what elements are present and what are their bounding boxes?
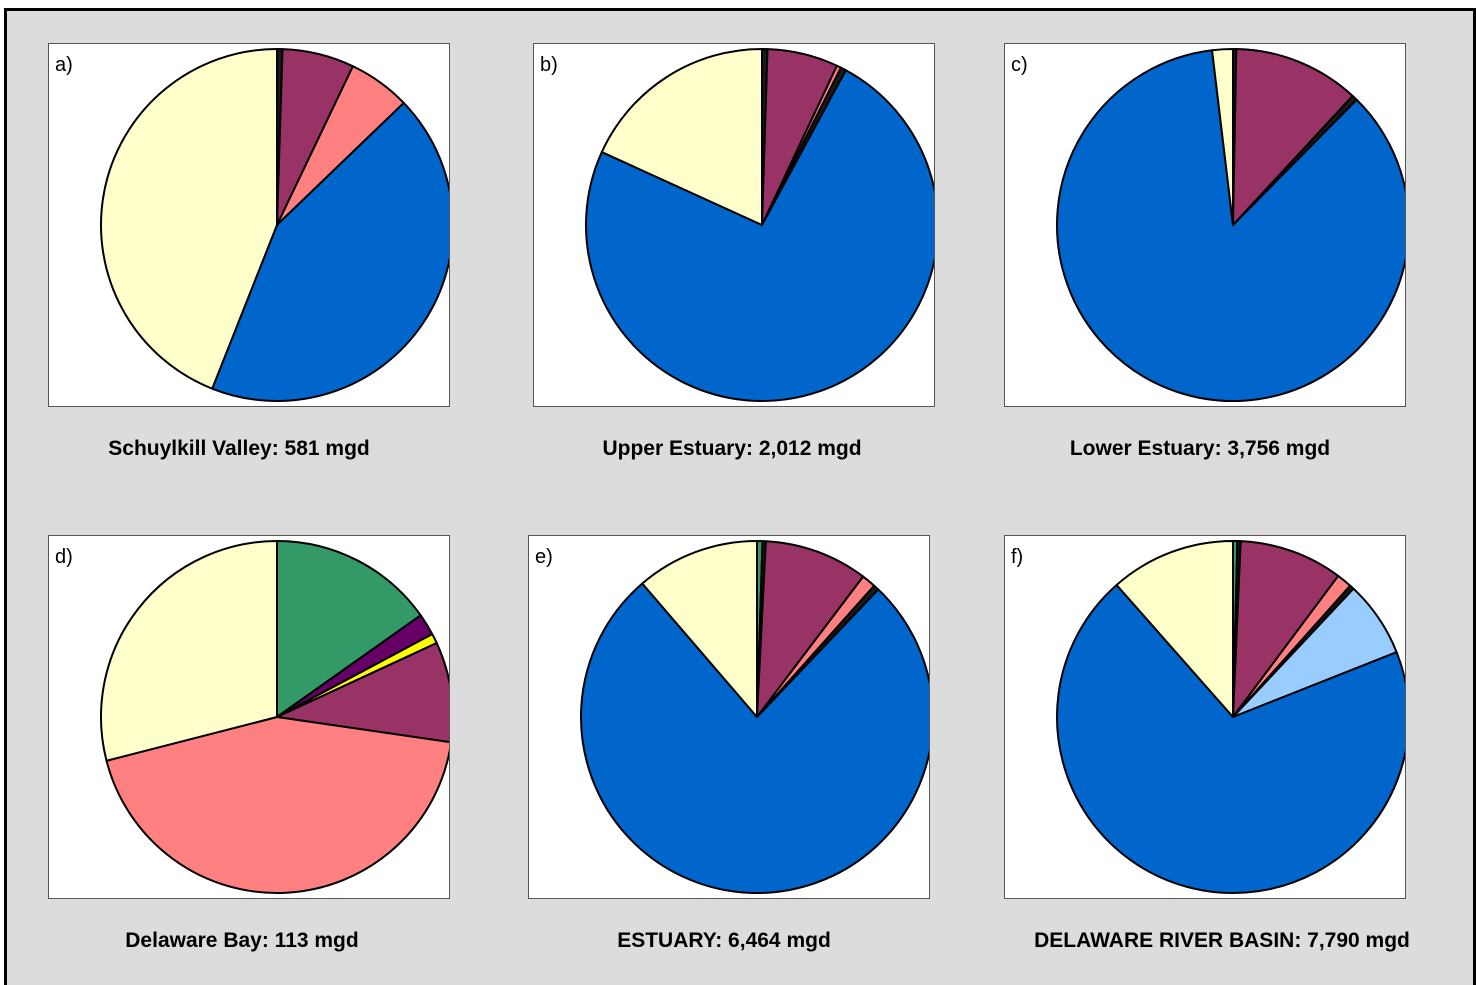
panel-label-b: b) — [540, 54, 558, 76]
caption-b: Upper Estuary: 2,012 mgd — [602, 437, 862, 460]
pie-slice-d-4 — [276, 642, 449, 744]
caption-e: ESTUARY: 6,464 mgd — [617, 929, 831, 952]
pie-panel-b: b) — [533, 43, 935, 407]
pie-panel-a: a) — [48, 43, 450, 407]
pie-slice-c-2 — [1232, 48, 1354, 226]
pie-chart-d — [100, 540, 449, 895]
pie-chart-f — [1056, 540, 1405, 894]
pie-chart-c — [1056, 47, 1405, 402]
pie-panel-e: e) — [528, 535, 930, 899]
caption-d: Delaware Bay: 113 mgd — [125, 929, 359, 952]
panel-label-a: a) — [55, 54, 73, 76]
pie-slice-f-8 — [1115, 540, 1234, 718]
pie-chart-b — [585, 48, 934, 402]
caption-f: DELAWARE RIVER BASIN: 7,790 mgd — [1034, 929, 1410, 952]
caption-a: Schuylkill Valley: 581 mgd — [108, 437, 370, 460]
pie-slice-c-4 — [1056, 49, 1405, 402]
panel-label-f: f) — [1011, 546, 1024, 568]
pie-panel-c: c) — [1004, 43, 1406, 407]
pie-slice-e-7 — [641, 540, 758, 718]
pie-slice-d-6 — [100, 540, 278, 762]
pie-slice-f-7 — [1056, 583, 1405, 894]
pie-slice-e-3 — [756, 540, 865, 718]
pie-chart-a — [100, 48, 449, 402]
panel-label-c: c) — [1011, 54, 1028, 76]
pie-panel-f: f) — [1004, 535, 1406, 899]
panel-label-d: d) — [55, 546, 73, 568]
pie-slice-c-5 — [1211, 47, 1234, 226]
caption-c: Lower Estuary: 3,756 mgd — [1069, 437, 1331, 460]
pie-slice-a-4 — [211, 101, 449, 402]
pie-chart-e — [580, 540, 929, 894]
pie-slice-a-5 — [100, 48, 278, 390]
pie-slice-f-3 — [1232, 540, 1340, 718]
pie-panel-d: d) — [48, 535, 450, 899]
pie-slice-d-5 — [105, 716, 449, 895]
figure-background: a) Schuylkill Valley: 581 mgd b) Upper E… — [4, 8, 1476, 985]
pie-slice-d-1 — [276, 540, 422, 718]
pie-slice-e-6 — [580, 582, 929, 894]
panel-label-e: e) — [535, 546, 553, 568]
pie-slice-b-6 — [600, 48, 763, 226]
pie-slice-b-5 — [585, 69, 934, 402]
